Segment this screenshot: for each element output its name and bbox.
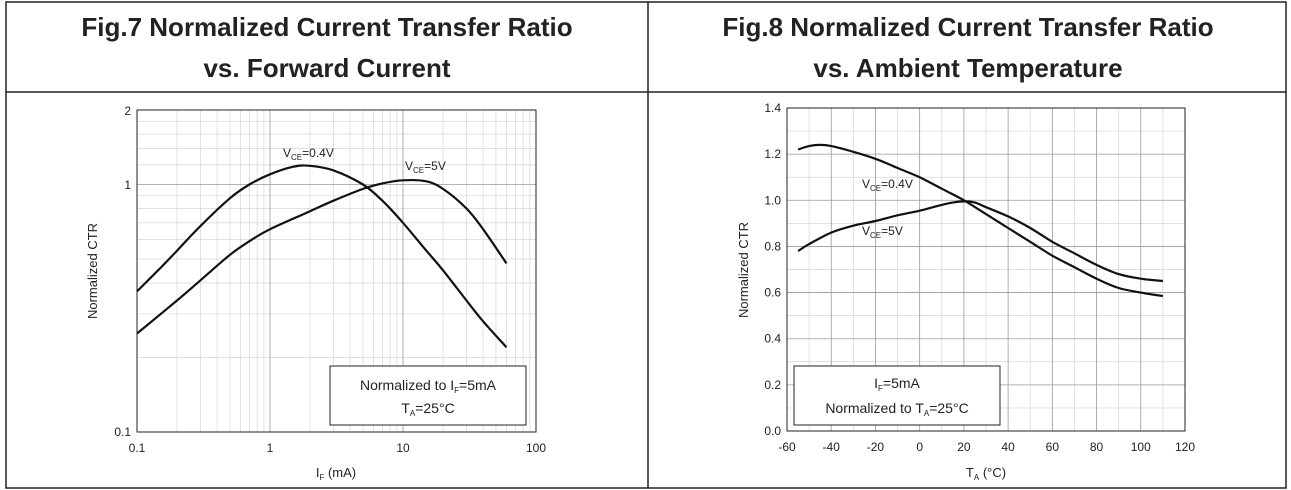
fig7-xtick: 10 [396, 441, 410, 455]
fig8-title-line2: vs. Ambient Temperature [813, 53, 1122, 83]
fig8-ytick: 0.2 [764, 378, 781, 392]
table-border [5, 1, 1287, 489]
fig8-xtick: -40 [823, 440, 841, 454]
fig8-xtick: -60 [778, 440, 796, 454]
fig7-note-line1: Normalized to IF=5mA [360, 377, 497, 395]
fig8-ytick: 0.8 [764, 239, 781, 253]
fig8-plot-frame [786, 107, 1186, 432]
fig7-note-line2: TA=25°C [401, 400, 454, 418]
fig8-series-label-vce-5v: VCE=5V [862, 224, 903, 240]
fig8-curves [797, 143, 1164, 298]
fig8-xtick: 120 [1175, 440, 1195, 454]
fig7-series-label-vce-5v: VCE=5V [405, 159, 446, 175]
fig7-curve-vce-0.4v [136, 164, 508, 349]
fig8-series-label-vce-0.4v: VCE=0.4V [862, 177, 913, 193]
fig8-note-line2: Normalized to TA=25°C [825, 400, 968, 418]
fig7-chart: 0.1 1 10 100 0.1 1 2 Normalized CTR IF (… [85, 104, 546, 482]
fig8-xlabel: TA (°C) [966, 465, 1006, 482]
fig7-condition-note: Normalized to IF=5mA TA=25°C [329, 365, 527, 426]
fig8-xtick: 100 [1131, 440, 1151, 454]
fig7-plot-frame [136, 109, 537, 433]
fig7-curve-vce-5v [136, 178, 508, 335]
fig8-ytick: 0.0 [764, 424, 781, 438]
fig8-panel: Fig.8 Normalized Current Transfer Ratio … [722, 12, 1213, 482]
fig8-xtick: -20 [867, 440, 885, 454]
fig7-curves [136, 164, 508, 349]
fig8-curve-vce-5v [797, 200, 1163, 283]
fig7-ytick: 1 [124, 178, 131, 192]
fig8-xtick: 80 [1090, 440, 1104, 454]
fig8-tick-labels: -60 -40 -20 0 20 40 60 80 100 120 0.0 0.2 0.4 0.6 0.8 1… [764, 101, 1195, 454]
fig8-xtick: 60 [1046, 440, 1060, 454]
fig8-xtick: 0 [916, 440, 923, 454]
fig7-title-line1: Fig.7 Normalized Current Transfer Ratio [81, 12, 572, 42]
fig7-ylabel: Normalized CTR [85, 223, 100, 319]
fig8-curve-vce-0.4v [797, 143, 1164, 298]
fig8-xtick: 20 [957, 440, 971, 454]
fig8-ytick: 1.0 [764, 193, 781, 207]
fig7-title-line2: vs. Forward Current [203, 53, 450, 83]
fig7-xtick: 1 [267, 441, 274, 455]
fig8-condition-note: IF=5mA Normalized to TA=25°C [793, 365, 1001, 426]
fig7-minor-grid [137, 109, 536, 432]
fig8-title-line1: Fig.8 Normalized Current Transfer Ratio [722, 12, 1213, 42]
fig7-xtick: 100 [526, 441, 546, 455]
fig7-xlabel: IF (mA) [316, 465, 356, 482]
fig7-panel: Fig.7 Normalized Current Transfer Ratio … [81, 12, 572, 482]
fig7-series-label-vce-0.4v: VCE=0.4V [283, 146, 334, 162]
fig7-xtick: 0.1 [129, 441, 146, 455]
fig7-ytick: 2 [124, 104, 131, 118]
fig8-major-grid [787, 108, 1185, 431]
fig7-ytick: 0.1 [114, 425, 131, 439]
fig8-ytick: 0.4 [764, 332, 781, 346]
fig8-ytick: 1.4 [764, 101, 781, 115]
fig8-ytick: 1.2 [764, 147, 781, 161]
fig8-note-line1: IF=5mA [874, 375, 920, 393]
fig8-ylabel: Normalized CTR [736, 222, 751, 318]
fig8-ytick: 0.6 [764, 286, 781, 300]
fig8-xtick: 40 [1001, 440, 1015, 454]
fig8-chart: -60 -40 -20 0 20 40 60 80 100 120 0.0 0.2 0.4 0.6 0.8 1… [736, 101, 1195, 482]
